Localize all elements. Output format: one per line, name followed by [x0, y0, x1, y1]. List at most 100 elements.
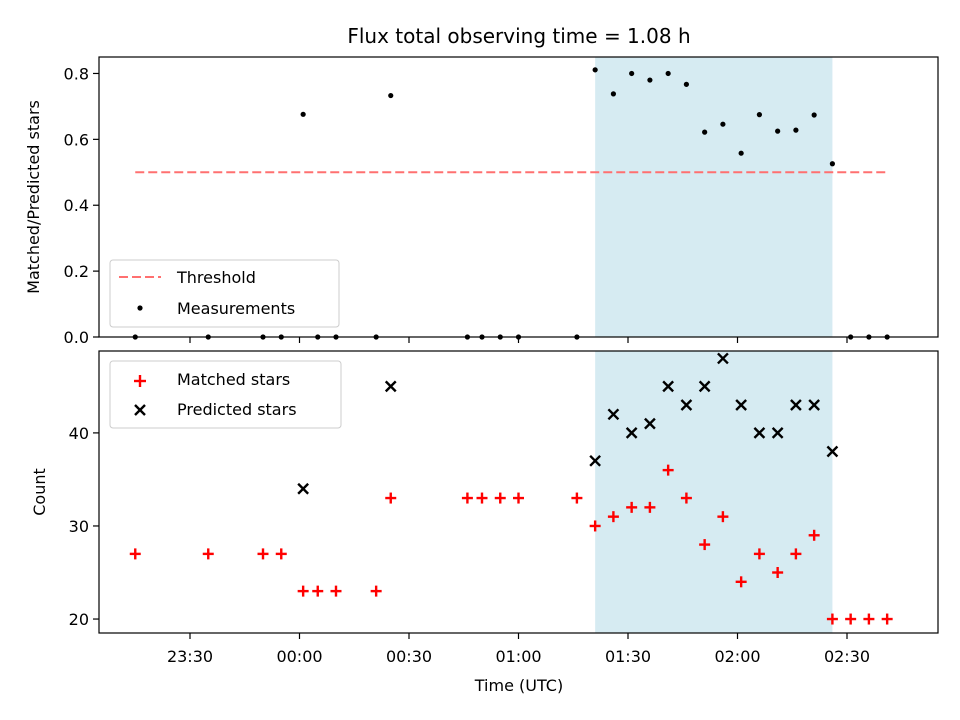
measurement-point: [388, 92, 394, 99]
matched-point: [626, 501, 638, 513]
top-y-tick-label: 0.2: [64, 262, 89, 281]
top-y-tick-label: 0.4: [64, 196, 89, 215]
bottom-panel: 20 30 40 23:30 00:00 00:30 01:00 01:30 02:00 02:…: [30, 350, 939, 695]
predicted-point: [662, 380, 674, 393]
top-y-tick-label: 0.0: [64, 328, 89, 347]
matched-point: [772, 567, 784, 579]
measurement-point: [300, 111, 306, 117]
predicted-point: [808, 399, 820, 411]
top-y-tick-label: 0.8: [64, 64, 89, 83]
measurement-point: [720, 121, 726, 127]
bottom-highlight-span: [595, 351, 833, 633]
top-x-ticks: [189, 337, 848, 343]
bottom-y-ticks: 20 30 40: [69, 424, 99, 629]
measurement-point: [756, 112, 763, 118]
matched-point: [735, 576, 747, 588]
matched-point: [662, 464, 674, 476]
top-legend: Threshold Measurements: [109, 259, 340, 328]
bottom-y-tick-label: 30: [69, 517, 89, 536]
measurement-point: [665, 70, 671, 77]
matched-point: [790, 548, 802, 560]
predicted-point: [735, 399, 747, 411]
matched-point: [826, 613, 838, 625]
predicted-point: [698, 380, 711, 393]
top-legend-box: [109, 259, 340, 328]
x-tick-label: 01:00: [495, 647, 541, 666]
measurement-point: [702, 129, 708, 135]
measurement-point: [811, 112, 817, 118]
legend-predicted-swatch: [134, 404, 146, 416]
measurement-point: [738, 150, 744, 156]
predicted-point: [790, 399, 802, 411]
bottom-y-axis-title: Count: [30, 468, 49, 516]
measurement-point: [683, 81, 690, 87]
legend-threshold-label: Threshold: [176, 268, 256, 287]
predicted-point: [384, 380, 397, 393]
bottom-legend: Matched stars Predicted stars: [109, 360, 342, 429]
matched-point: [385, 492, 397, 504]
x-tick-label: 01:30: [605, 647, 651, 666]
legend-matched-swatch: [134, 375, 146, 387]
predicted-point: [297, 482, 309, 495]
matched-point: [461, 492, 473, 504]
predicted-point: [589, 454, 601, 467]
predicted-points: [297, 352, 839, 495]
x-tick-label: 02:00: [714, 647, 760, 666]
bottom-y-tick-label: 20: [69, 610, 89, 629]
matched-point: [513, 492, 524, 504]
legend-measurements-swatch: [137, 305, 143, 311]
top-y-axis-title: Matched/Predicted stars: [24, 100, 43, 294]
predicted-point: [625, 427, 638, 439]
chart-title: Flux total observing time = 1.08 h: [347, 24, 690, 48]
x-tick-label: 23:30: [167, 647, 213, 666]
matched-point: [476, 492, 488, 504]
matched-point: [881, 613, 893, 625]
x-tick-label: 02:30: [824, 647, 870, 666]
legend-matched-label: Matched stars: [177, 370, 290, 389]
measurement-point: [829, 161, 836, 167]
matched-point: [717, 511, 729, 523]
x-tick-label: 00:00: [276, 647, 322, 666]
predicted-point: [771, 427, 784, 439]
matched-point: [312, 585, 324, 597]
measurement-point: [775, 128, 781, 134]
matched-point: [275, 548, 287, 560]
matched-points: [129, 464, 893, 625]
top-panel: 0.00.20.40.60.8 Matched/Predicted stars …: [24, 56, 939, 347]
bottom-x-ticks: 23:30 00:00 00:30 01:00 01:30 02:00 02:30: [167, 633, 870, 666]
predicted-point: [826, 445, 839, 458]
bottom-legend-box: [109, 360, 342, 429]
predicted-point: [680, 399, 693, 411]
top-plot-frame: [98, 56, 939, 338]
matched-point: [129, 548, 141, 560]
x-axis-title: Time (UTC): [474, 676, 563, 695]
x-tick-label: 00:30: [386, 647, 432, 666]
predicted-point: [644, 417, 656, 430]
matched-point: [699, 539, 711, 551]
matched-point: [607, 511, 619, 523]
measurement-point: [610, 91, 617, 97]
matched-point: [330, 585, 342, 597]
matched-point: [808, 529, 820, 541]
predicted-point: [753, 427, 766, 439]
matched-point: [644, 501, 656, 513]
matched-point: [680, 492, 692, 504]
measurement-point: [592, 67, 598, 73]
matched-point: [370, 585, 382, 597]
top-y-tick-label: 0.6: [64, 130, 89, 149]
legend-measurements-label: Measurements: [177, 299, 295, 318]
matched-point: [257, 548, 269, 560]
top-highlight-span: [595, 57, 833, 337]
matched-point: [297, 585, 309, 597]
matched-point: [202, 548, 214, 560]
bottom-y-tick-label: 40: [69, 424, 89, 443]
matched-point: [571, 492, 583, 504]
matched-point: [845, 613, 857, 625]
matched-point: [589, 520, 601, 532]
measurement-point: [647, 77, 653, 83]
matched-point: [863, 613, 875, 625]
top-y-ticks: 0.0 0.2 0.4 0.6 0.8: [64, 64, 99, 347]
matched-point: [494, 492, 506, 504]
measurement-point: [793, 127, 799, 133]
